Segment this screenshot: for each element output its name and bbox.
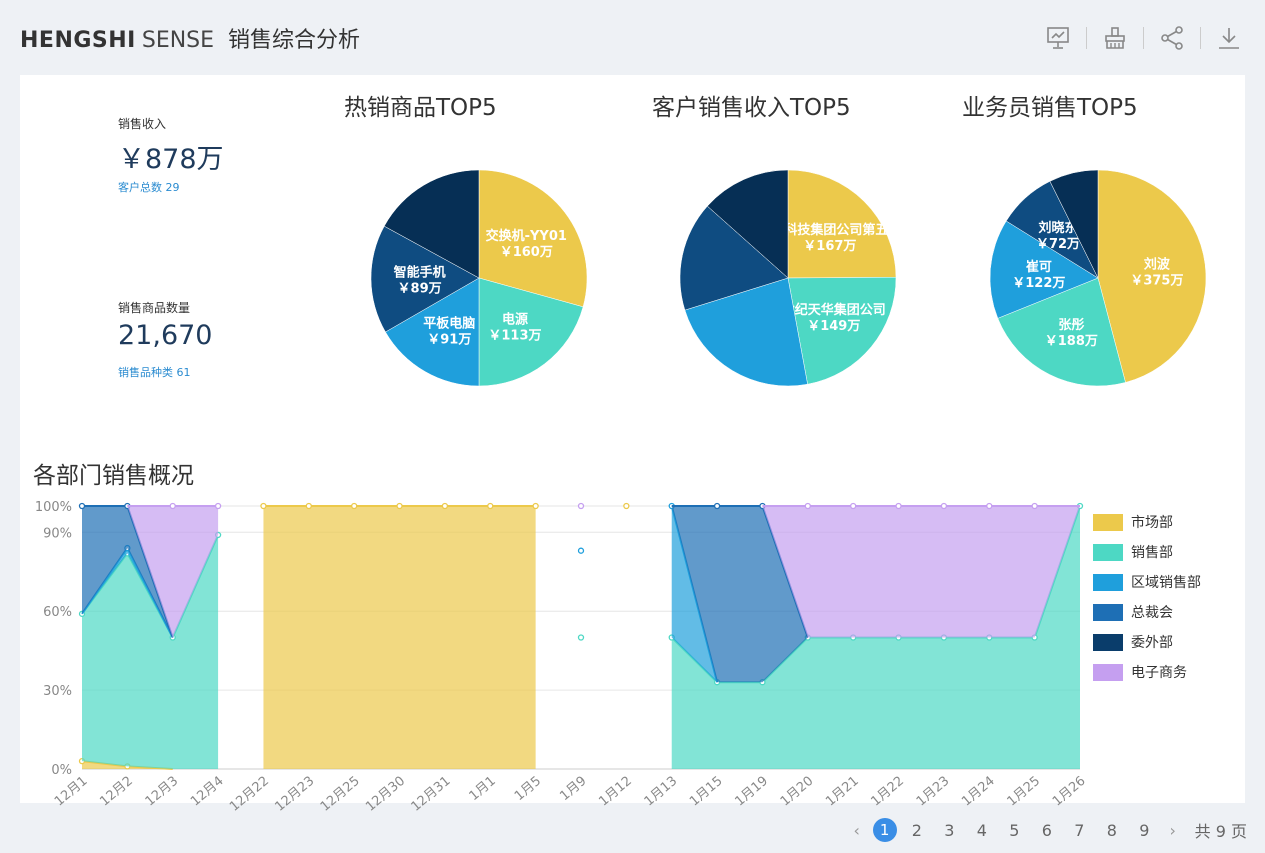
page-1-button[interactable]: 1 bbox=[872, 818, 897, 842]
pie-slice-value: ￥160万 bbox=[500, 245, 553, 260]
next-page-button[interactable]: › bbox=[1169, 820, 1176, 840]
pie-slice[interactable] bbox=[997, 277, 1126, 387]
pie-slice[interactable] bbox=[1097, 169, 1207, 383]
pie-slice[interactable] bbox=[989, 220, 1099, 319]
dept-chart-title: 各部门销售概况 bbox=[33, 463, 194, 489]
kpi-revenue-label: 销售收入 bbox=[118, 117, 167, 131]
legend-item[interactable]: 区域销售部 bbox=[1093, 567, 1201, 597]
legend-label: 销售部 bbox=[1131, 545, 1173, 561]
pie-slice[interactable] bbox=[787, 276, 897, 385]
pie-slice-value: ￥188万 bbox=[1045, 334, 1098, 349]
legend-item[interactable]: 销售部 bbox=[1093, 537, 1201, 567]
pie-title-salespeople: 业务员销售TOP5 bbox=[962, 95, 1138, 121]
pie-slice-name: 交换机-YY01 bbox=[486, 228, 567, 244]
page-title: 销售综合分析 bbox=[228, 28, 361, 53]
page-5-button[interactable]: 5 bbox=[1009, 820, 1020, 840]
page-total: 共 9 页 bbox=[1194, 822, 1247, 841]
legend-label: 总裁会 bbox=[1131, 605, 1173, 621]
presentation-icon[interactable] bbox=[1042, 22, 1074, 54]
legend-swatch bbox=[1093, 513, 1123, 531]
pie-slice[interactable] bbox=[478, 169, 588, 308]
pie-slice[interactable] bbox=[383, 169, 480, 279]
legend-swatch bbox=[1093, 663, 1123, 681]
page-9-button[interactable]: 9 bbox=[1139, 820, 1150, 840]
kpi-quantity-label: 销售商品数量 bbox=[118, 301, 191, 315]
legend-label: 市场部 bbox=[1131, 515, 1173, 531]
page-6-button[interactable]: 6 bbox=[1041, 820, 1052, 840]
legend-label: 委外部 bbox=[1131, 635, 1173, 651]
download-icon[interactable] bbox=[1213, 22, 1245, 54]
legend-item[interactable]: 电子商务 bbox=[1093, 657, 1201, 687]
pie-slice-name: 刘波 bbox=[1144, 256, 1171, 272]
legend-item[interactable]: 委外部 bbox=[1093, 627, 1201, 657]
brand-light: SENSE bbox=[141, 28, 215, 53]
top-bar: HENGSHI SENSE 销售综合分析 bbox=[0, 0, 1265, 75]
legend-swatch bbox=[1093, 573, 1123, 591]
toolbar bbox=[1042, 22, 1245, 54]
pie-slice-name: 电源 bbox=[502, 311, 528, 327]
page-2-button[interactable]: 2 bbox=[911, 820, 922, 840]
pie-slice[interactable] bbox=[679, 205, 789, 311]
legend-label: 电子商务 bbox=[1131, 665, 1187, 681]
pie-slice[interactable] bbox=[707, 169, 789, 279]
clear-icon[interactable] bbox=[1099, 22, 1131, 54]
page-3-button[interactable]: 3 bbox=[944, 820, 955, 840]
pie-slice-name: 平板电脑 bbox=[423, 315, 475, 331]
pie-title-customers: 客户销售收入TOP5 bbox=[652, 95, 851, 121]
share-icon[interactable] bbox=[1156, 22, 1188, 54]
prev-page-button[interactable]: ‹ bbox=[853, 820, 860, 840]
kpi-quantity-sub: 销售品种类 61 bbox=[118, 366, 191, 379]
legend-swatch bbox=[1093, 603, 1123, 621]
page-8-button[interactable]: 8 bbox=[1106, 820, 1117, 840]
pie-slice-value: ￥113万 bbox=[488, 328, 541, 343]
pie-title-products: 热销商品TOP5 bbox=[344, 95, 497, 121]
pie-slice-name: 崔可 bbox=[1026, 259, 1052, 275]
toolbar-divider bbox=[1200, 27, 1201, 49]
pie-slice[interactable] bbox=[370, 225, 480, 333]
page-7-button[interactable]: 7 bbox=[1074, 820, 1085, 840]
dashboard-panel: 销售收入 ￥878万 客户总数 29 销售商品数量 21,670 销售品种类 6… bbox=[20, 75, 1245, 803]
pie-slice[interactable] bbox=[684, 277, 808, 387]
legend-label: 区域销售部 bbox=[1131, 575, 1201, 591]
pie-slice-value: ￥89万 bbox=[398, 282, 442, 297]
pie-slice-name: 世纪天华集团公司 bbox=[782, 302, 886, 318]
pie-slice-value: ￥167万 bbox=[803, 239, 856, 254]
brand-bold: HENGSHI bbox=[20, 28, 136, 53]
legend-item[interactable]: 市场部 bbox=[1093, 507, 1201, 537]
pie-slice[interactable] bbox=[385, 277, 480, 387]
toolbar-divider bbox=[1143, 27, 1144, 49]
pie-slice-name: 张彤 bbox=[1058, 318, 1084, 333]
kpi-quantity-value: 21,670 bbox=[118, 320, 213, 351]
kpi-revenue-sub: 客户总数 29 bbox=[118, 181, 180, 194]
pie-slice-value: ￥375万 bbox=[1130, 273, 1183, 288]
brand: HENGSHI SENSE 销售综合分析 bbox=[20, 22, 360, 54]
kpi-revenue-value: ￥878万 bbox=[118, 144, 224, 175]
legend-swatch bbox=[1093, 543, 1123, 561]
pie-slice[interactable] bbox=[478, 277, 584, 387]
legend-swatch bbox=[1093, 633, 1123, 651]
legend-item[interactable]: 总裁会 bbox=[1093, 597, 1201, 627]
pie-slice-value: ￥149万 bbox=[807, 319, 860, 334]
pie-slice-name: 智能手机 bbox=[394, 265, 446, 281]
chart-legend: 市场部销售部区域销售部总裁会委外部电子商务 bbox=[1093, 507, 1201, 687]
pie-slice-value: ￥91万 bbox=[427, 332, 471, 347]
toolbar-divider bbox=[1086, 27, 1087, 49]
pie-slice-name: 刘晓东 bbox=[1039, 220, 1078, 236]
pie-slice[interactable] bbox=[787, 169, 897, 279]
pie-slice-value: ￥122万 bbox=[1012, 276, 1065, 291]
pie-slice-value: ￥72万 bbox=[1036, 237, 1080, 252]
page-4-button[interactable]: 4 bbox=[976, 820, 987, 840]
pie-slice[interactable] bbox=[1049, 169, 1099, 279]
